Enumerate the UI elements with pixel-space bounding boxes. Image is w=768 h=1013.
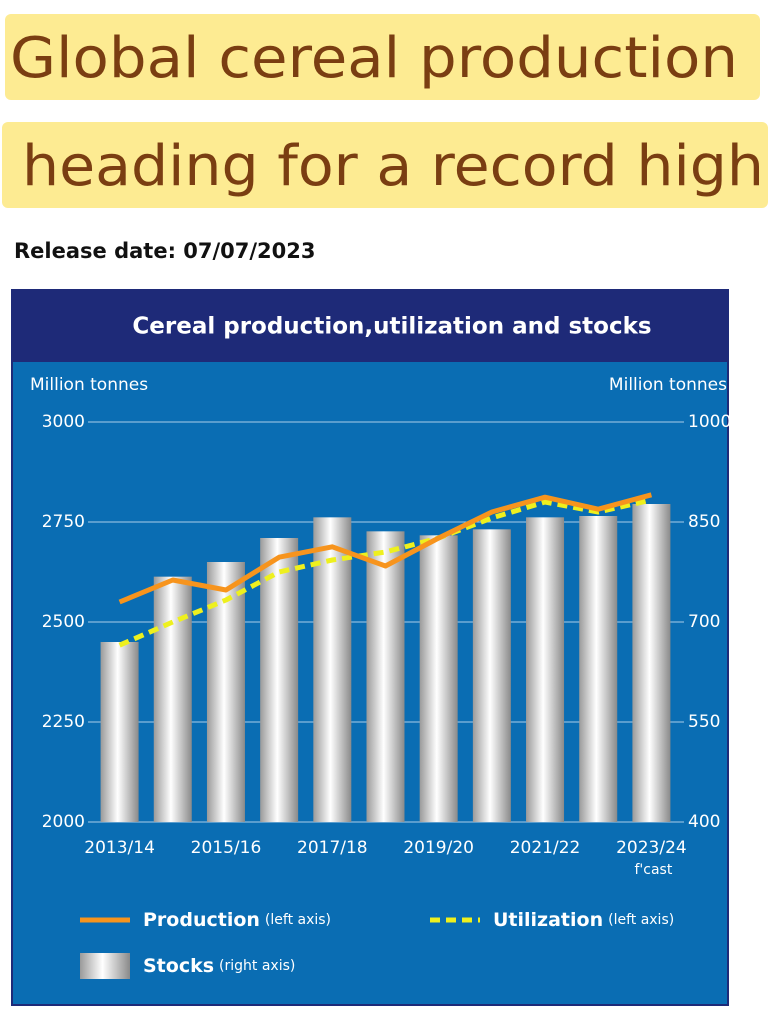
legend-entry: Stocks (right axis): [143, 955, 295, 977]
bar: [526, 517, 565, 822]
y-axis-label: Million tonnes: [30, 375, 148, 395]
y2-tick-label: 400: [688, 812, 720, 832]
release-date: Release date: 07/07/2023: [14, 239, 316, 263]
bar: [579, 516, 618, 822]
legend-entry: Utilization (left axis): [493, 909, 674, 931]
bar: [100, 642, 139, 822]
y-tick-label: 2250: [42, 712, 85, 732]
bar: [153, 576, 192, 822]
legend-note: (right axis): [219, 958, 295, 974]
title-highlight: [5, 14, 760, 100]
legend-note: (left axis): [265, 912, 331, 928]
bar: [260, 538, 299, 822]
y2-tick-label: 1000: [688, 412, 731, 432]
title-highlight: [2, 122, 768, 208]
x-tick-label: 2021/22: [510, 838, 581, 858]
x-tick-label: 2023/24: [616, 838, 687, 858]
legend-name: Production: [143, 909, 260, 931]
line: [118, 492, 653, 605]
y-tick-label: 2750: [42, 512, 85, 532]
bar: [313, 517, 352, 822]
x-tick-label: 2015/16: [191, 838, 262, 858]
x-tick-label: 2013/14: [84, 838, 155, 858]
legend-name: Stocks: [143, 955, 214, 977]
y-tick-label: 3000: [42, 412, 85, 432]
y2-axis-label: Million tonnes: [609, 375, 727, 395]
bar: [632, 504, 671, 822]
y2-tick-label: 850: [688, 512, 720, 532]
x-tick-label: 2019/20: [403, 838, 474, 858]
page-title: Global cereal production: [10, 26, 738, 91]
y2-tick-label: 550: [688, 712, 720, 732]
x-tick-note: f'cast: [634, 862, 672, 878]
y-tick-label: 2500: [42, 612, 85, 632]
bar: [366, 531, 405, 822]
bar: [419, 535, 458, 822]
dashed-line: [118, 497, 652, 648]
x-tick-label: 2017/18: [297, 838, 368, 858]
chart-header: [12, 291, 728, 362]
bar: [472, 529, 511, 822]
legend-name: Utilization: [493, 909, 603, 931]
y-tick-label: 2000: [42, 812, 85, 832]
chart-title: Cereal production,utilization and stocks: [132, 314, 651, 340]
page-title: heading for a record high: [22, 134, 764, 199]
legend-note: (left axis): [608, 912, 674, 928]
legend-entry: Production (left axis): [143, 909, 331, 931]
y2-tick-label: 700: [688, 612, 720, 632]
legend-swatch: [80, 953, 130, 979]
